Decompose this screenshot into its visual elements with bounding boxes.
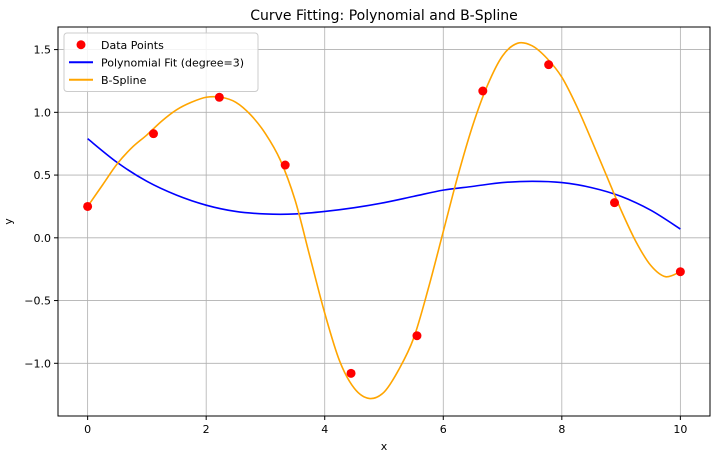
data-point bbox=[280, 160, 290, 170]
plot-area bbox=[83, 41, 685, 400]
legend-label-polynomial-fit: Polynomial Fit (degree=3) bbox=[101, 56, 244, 69]
grid bbox=[58, 27, 710, 416]
data-point bbox=[148, 129, 158, 139]
x-tick-label: 0 bbox=[84, 423, 91, 436]
chart-title: Curve Fitting: Polynomial and B-Spline bbox=[250, 8, 518, 24]
series-line-b-spline bbox=[86, 41, 681, 400]
x-tick-label: 4 bbox=[321, 423, 328, 436]
data-point bbox=[675, 267, 685, 277]
series-line-polynomial-fit-degree-3 bbox=[87, 138, 681, 230]
axes-frame bbox=[57, 26, 711, 417]
y-tick-label: 0.5 bbox=[34, 169, 52, 182]
data-point bbox=[478, 86, 488, 96]
data-point bbox=[544, 60, 554, 70]
x-tick-label: 8 bbox=[558, 423, 565, 436]
data-point bbox=[83, 201, 93, 211]
x-tick-label: 6 bbox=[440, 423, 447, 436]
data-point bbox=[214, 92, 224, 102]
legend-box bbox=[63, 32, 259, 92]
y-tick-label: 0.0 bbox=[34, 232, 52, 245]
x-tick-label: 2 bbox=[203, 423, 210, 436]
legend: Data Points Polynomial Fit (degree=3) B-… bbox=[63, 32, 259, 92]
x-tick-label: 10 bbox=[673, 423, 687, 436]
y-axis-label: y bbox=[2, 218, 15, 225]
y-tick-label: −1.0 bbox=[24, 357, 51, 370]
legend-label-data-points: Data Points bbox=[101, 39, 164, 52]
data-point bbox=[412, 331, 422, 341]
x-axis-label: x bbox=[381, 440, 388, 453]
data-point bbox=[610, 198, 620, 208]
y-tick-label: −0.5 bbox=[24, 295, 51, 308]
y-tick-label: 1.5 bbox=[34, 44, 52, 57]
legend-marker-data-points bbox=[76, 40, 86, 50]
legend-label-b-spline: B-Spline bbox=[101, 74, 147, 87]
data-point bbox=[346, 368, 356, 378]
ticks: 0 2 4 6 8 10 −1.0 −0.5 0.0 0.5 1.0 1.5 bbox=[24, 44, 687, 436]
y-tick-label: 1.0 bbox=[34, 106, 52, 119]
